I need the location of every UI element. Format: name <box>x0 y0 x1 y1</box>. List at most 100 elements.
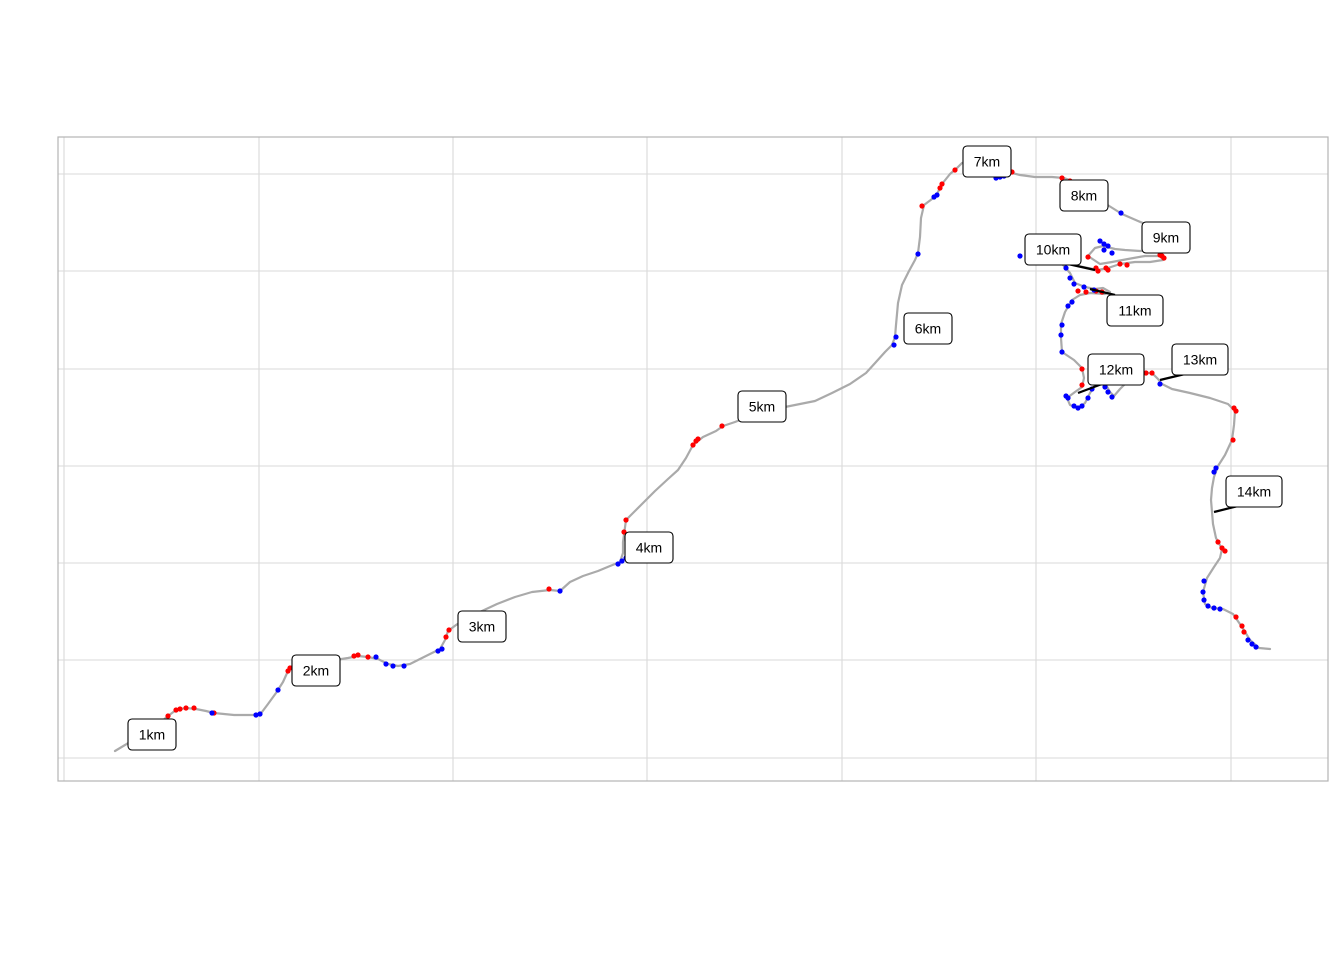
fast-segment-point <box>1079 366 1085 372</box>
fast-segment-point <box>183 705 189 711</box>
slow-segment-point <box>615 561 621 567</box>
slow-segment-point <box>275 687 281 693</box>
slow-segment-point <box>257 711 263 717</box>
slow-segment-point <box>1200 589 1206 595</box>
slow-segment-point <box>1069 299 1075 305</box>
km-label-text: 2km <box>303 663 329 679</box>
slow-segment-point <box>893 334 899 340</box>
fast-segment-point <box>1239 623 1245 629</box>
slow-segment-point <box>557 588 563 594</box>
slow-segment-point <box>1097 238 1103 244</box>
fast-segment-point <box>1085 254 1091 260</box>
fast-segment-point <box>446 627 452 633</box>
km-label-3km: 3km <box>457 610 507 643</box>
km-label-text: 1km <box>139 727 165 743</box>
slow-segment-point <box>1081 284 1087 290</box>
fast-segment-point <box>1124 262 1130 268</box>
km-label-text: 9km <box>1153 230 1179 246</box>
km-label-4km: 4km <box>624 531 674 564</box>
km-labels-layer: 1km 2km 3km 4km 5km 6km 7km 8km 9km 10km 11km 12km 1… <box>127 145 1283 751</box>
fast-segment-point <box>365 654 371 660</box>
slow-segment-point <box>390 663 396 669</box>
slow-segment-point <box>1101 241 1107 247</box>
km-label-box <box>1106 294 1164 327</box>
km-label-box <box>1141 221 1191 254</box>
fast-segment-point <box>351 653 357 659</box>
slow-segment-point <box>401 663 407 669</box>
slow-segment-point <box>1079 403 1085 409</box>
fast-segment-point <box>1143 370 1149 376</box>
km-label-box <box>127 718 177 751</box>
slow-segment-point <box>1101 247 1107 253</box>
slow-segment-point <box>1201 578 1207 584</box>
km-label-2km: 2km <box>291 654 341 687</box>
km-label-text: 13km <box>1183 352 1217 368</box>
slow-segment-point <box>1065 303 1071 309</box>
slow-segment-point <box>1085 395 1091 401</box>
km-label-box <box>624 531 674 564</box>
km-label-box <box>1024 233 1082 266</box>
fast-segment-point <box>1233 408 1239 414</box>
slow-segment-point <box>1105 243 1111 249</box>
fast-segment-point <box>1230 437 1236 443</box>
km-label-14km: 14km <box>1213 475 1283 514</box>
km-label-text: 6km <box>915 321 941 337</box>
fast-segment-point <box>1161 255 1167 261</box>
km-label-6km: 6km <box>903 312 953 345</box>
km-label-leader-line <box>1089 287 1116 297</box>
fast-segment-point <box>690 442 696 448</box>
fast-segment-point <box>1095 268 1101 274</box>
slow-segment-point <box>1017 253 1023 259</box>
km-label-12km: 12km <box>1077 353 1145 395</box>
fast-segment-point <box>939 181 945 187</box>
map-panel-border <box>57 136 1329 782</box>
fast-segment-point <box>165 713 171 719</box>
km-label-8km: 8km <box>1059 179 1109 212</box>
slow-segment-point <box>439 646 445 652</box>
fast-segment-point <box>1059 175 1065 181</box>
slow-segment-point <box>915 251 921 257</box>
slow-segment-point <box>1109 394 1115 400</box>
slow-segment-point <box>1058 332 1064 338</box>
slow-segment-point <box>1065 395 1071 401</box>
fast-segment-point <box>355 652 361 658</box>
slow-segment-point <box>383 661 389 667</box>
km-label-box <box>962 145 1012 178</box>
slow-segment-point <box>1105 389 1111 395</box>
km-label-11km: 11km <box>1089 287 1164 327</box>
km-label-box <box>1059 179 1109 212</box>
slow-segment-point <box>1063 265 1069 271</box>
km-label-text: 7km <box>974 154 1000 170</box>
km-label-text: 12km <box>1099 362 1133 378</box>
km-label-13km: 13km <box>1159 343 1229 382</box>
km-label-text: 10km <box>1036 242 1070 258</box>
km-label-box <box>1087 353 1145 386</box>
fast-segment-point <box>621 529 627 535</box>
km-label-box <box>1171 343 1229 376</box>
fast-segment-point <box>1222 548 1228 554</box>
fast-segment-point <box>1241 629 1247 635</box>
slow-segment-point <box>1059 322 1065 328</box>
km-label-box <box>737 390 787 423</box>
km-label-text: 3km <box>469 619 495 635</box>
fast-segment-point <box>937 185 943 191</box>
km-label-text: 8km <box>1071 188 1097 204</box>
slow-segment-point <box>1245 637 1251 643</box>
slow-segment-point <box>1213 465 1219 471</box>
slow-segment-point <box>1067 275 1073 281</box>
km-label-10km: 10km <box>1024 233 1096 272</box>
slow-segment-point <box>1249 641 1255 647</box>
slow-segment-point <box>1075 405 1081 411</box>
map-grid <box>58 137 1328 781</box>
km-label-text: 5km <box>749 399 775 415</box>
km-label-box <box>457 610 507 643</box>
fast-segment-point <box>1117 261 1123 267</box>
km-label-text: 11km <box>1118 303 1151 319</box>
slow-segment-point <box>1253 644 1259 650</box>
slow-segment-point <box>1109 250 1115 256</box>
slow-segment-point <box>1157 381 1163 387</box>
km-label-7km: 7km <box>962 145 1012 178</box>
km-label-box <box>903 312 953 345</box>
slow-segment-point <box>1205 603 1211 609</box>
